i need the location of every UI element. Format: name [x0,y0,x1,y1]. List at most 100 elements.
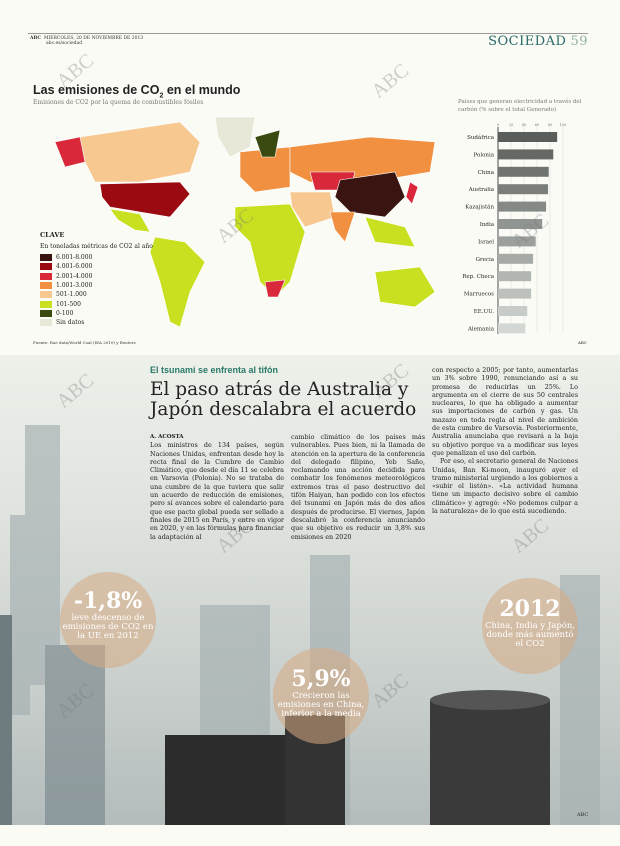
category-label: Polonia [474,152,495,158]
bar [498,166,549,177]
map-legend: CLAVE En toneladas métricas de CO2 al añ… [40,231,153,327]
x-tick-label: 20 [509,123,513,127]
legend-swatch [40,254,52,262]
x-tick-label: 40 [522,123,526,127]
callout-value: 5,9% [291,666,351,692]
legend-item: 6.001-8.000 [40,253,153,262]
legend-item: Sin datos [40,318,153,327]
bar [498,288,532,299]
legend-label: 1.001-3.000 [56,282,93,290]
category-label: Marruecos [464,292,494,298]
legend-label: 0-100 [56,309,74,317]
legend-item: 101-500 [40,299,153,308]
legend-label: 501-1.000 [56,291,87,299]
map-usa [99,181,191,218]
x-tick-label: 80 [548,123,552,127]
map-canada [79,121,201,183]
bar [498,184,549,195]
page-number: 59 [570,34,588,49]
map-middle-east [289,191,336,228]
column-3-text-b: Por eso, el secretario general de Nacion… [432,457,578,516]
section-name: SOCIEDAD [488,34,567,49]
legend-item: 2.001-4.000 [40,272,153,281]
category-label: India [480,222,495,228]
map-alaska [54,136,86,168]
callout-asia: 2012 China, India y Japón, donde más aum… [482,578,578,674]
callout-value: -1,8% [73,588,143,614]
top-rule [28,33,588,34]
column-3-text-a: con respecto a 2005; por tanto, aumentar… [432,366,578,457]
photo-credit: ABC [577,812,589,818]
world-map [54,116,436,328]
legend-item: 501-1.000 [40,290,153,299]
callout-value: 2012 [499,596,561,622]
bar [498,132,558,142]
masthead: ABC [30,36,41,41]
map-subtitle: Emisiones de CO2 por la quema de combust… [33,99,204,106]
column-1-text: Los ministros de 134 países, según Nacio… [150,441,284,541]
x-tick-label: 60 [535,123,539,127]
map-title: Las emisiones de CO2 en el mundo [33,83,240,100]
legend-label: Sin datos [56,319,85,327]
legend-swatch [40,300,52,308]
article-headline: El paso atrás de Australia y Japón desca… [150,379,417,420]
page-header: ABC MIÉRCOLES, 20 DE NOVIEMBRE DE 2013 ab… [30,36,143,46]
article-column-2: cambio climático de los países más vulne… [291,433,425,541]
map-india [329,211,356,243]
x-tick-label: 0 [497,123,499,127]
legend-swatch [40,319,52,327]
bar [498,236,536,247]
map-title-text: Las emisiones de CO [33,83,160,97]
bar-chart-title: Países que generan electricidad a través… [458,99,582,113]
legend-swatch [40,272,52,280]
category-label: Australia [468,187,495,193]
map-australia [374,266,436,308]
callout-text: leve descenso de emisiones de CO2 en la … [62,613,154,641]
bar [498,253,534,264]
map-japan [405,181,419,205]
bar [498,306,528,316]
category-label: Grecia [476,257,495,263]
map-title-subscript: 2 [159,92,164,100]
callout-eu: -1,8% leve descenso de emisiones de CO2 … [60,572,156,668]
category-label: Sudáfrica [467,134,495,141]
bar [498,271,532,282]
map-south-america [149,236,206,328]
category-label: EE.UU. [474,309,495,315]
category-label: Alemania [467,326,495,332]
legend-item: 0-100 [40,309,153,318]
article-kicker: El tsunami se enfrenta al tifón [150,365,279,375]
legend-item: 4.001-6.000 [40,262,153,271]
map-south-africa [264,279,286,298]
legend-swatch [40,291,52,299]
category-label: Israel [478,239,494,245]
category-label: Kazajistán [465,204,494,211]
legend-label: 2.001-4.000 [56,272,93,280]
map-mexico [109,208,151,233]
map-southeast-asia [364,216,416,248]
map-title-end: en el mundo [163,83,241,97]
skyline [0,425,600,825]
x-tick-label: 100 [560,123,567,127]
bar [498,323,526,334]
watermark: ABC [367,59,414,103]
article-column-1: A. ACOSTA Los ministros de 134 países, s… [150,433,284,541]
bar [498,201,547,212]
legend-label: 4.001-6.000 [56,263,93,271]
coal-bar-chart: 0 20 40 60 80 100 Sudáfrica Polonia China Austral… [462,123,567,334]
callout-text: Crecieron las emisiones en China, inferi… [277,691,365,719]
bar [498,219,543,229]
map-china [334,171,406,218]
callout-china: 5,9% Crecieron las emisiones en China, i… [273,648,369,744]
legend-swatch [40,263,52,271]
legend-label: 6.001-8.000 [56,254,93,262]
section-label: SOCIEDAD 59 [488,34,588,49]
graphic-credit: ABC [578,340,587,345]
legend-item: 1.001-3.000 [40,281,153,290]
source-note: Fuente: Rae data/World Coal (IEA 2010) y… [33,340,136,345]
map-russia [289,136,436,183]
legend-swatch [40,309,52,317]
bar [498,149,554,160]
byline: A. ACOSTA [150,434,184,440]
article-column-3: con respecto a 2005; por tanto, aumentar… [432,366,578,515]
